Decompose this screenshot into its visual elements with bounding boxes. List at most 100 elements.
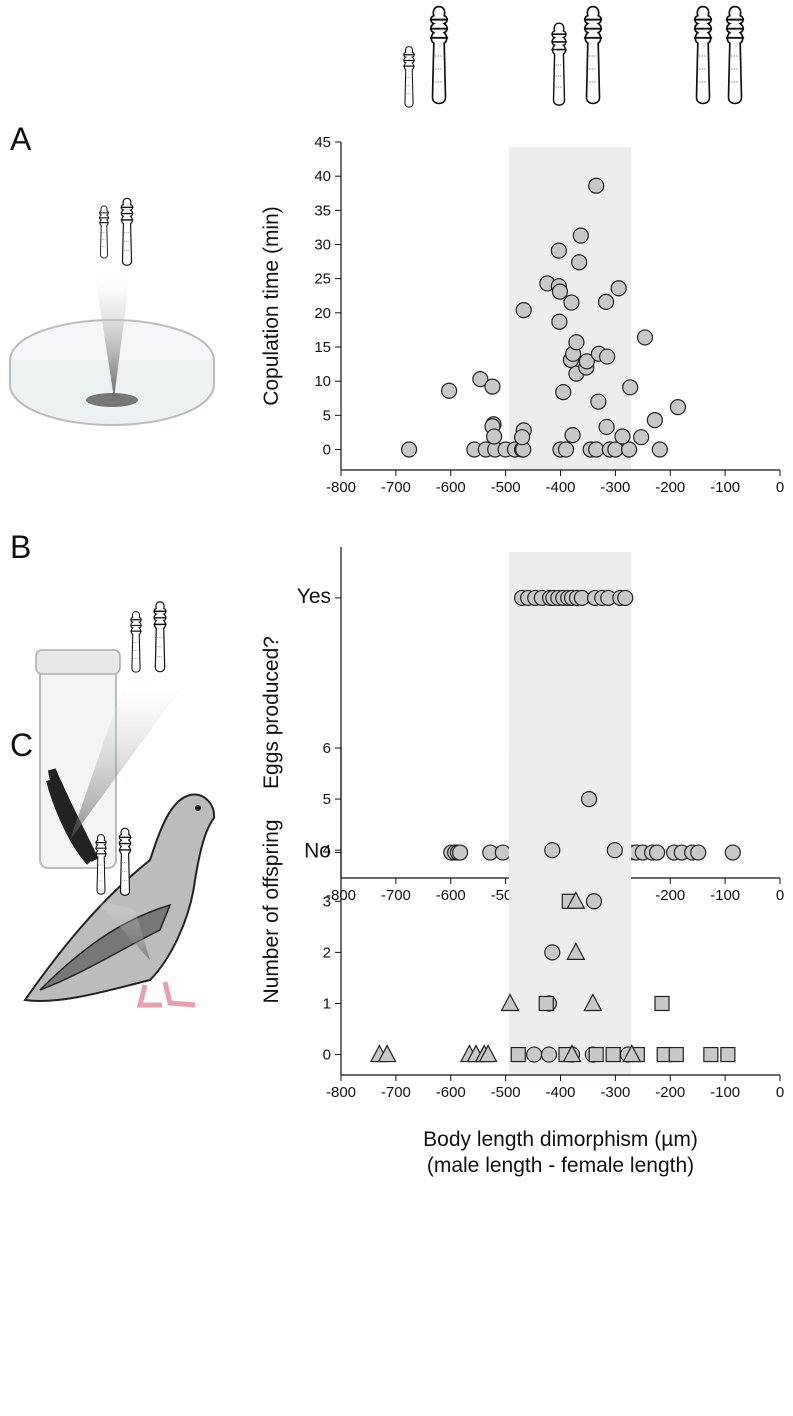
y-tick-label: 0 [323,442,331,459]
louse-icon [582,5,604,105]
y-tick-label: 15 [314,339,331,356]
y-tick-label: 0 [323,1047,331,1064]
panel-label: B [10,529,31,565]
y-tick-label: 5 [323,791,331,808]
louse-icon [428,5,450,105]
light-cone [95,900,150,960]
point [668,1046,684,1063]
y-tick-label: 25 [314,271,331,288]
y-tick-label: No [304,840,331,863]
y-tick-label: 40 [314,168,331,185]
louse-icon [550,22,568,106]
point [646,412,663,429]
point [610,280,627,297]
point [580,790,598,808]
x-tick-label: -700 [381,479,411,496]
x-tick-label: -100 [710,1084,740,1101]
x-tick-label: 0 [776,887,784,904]
x-tick-label: -700 [381,887,411,904]
x-tick-label: -100 [710,887,740,904]
point [578,353,595,370]
y-tick-label: 3 [323,893,331,910]
feather [46,768,99,865]
point [620,441,638,458]
panel-label: C [10,727,33,763]
x-tick-label: -800 [326,1084,356,1101]
point [571,254,588,271]
point [617,589,634,607]
y-tick-label: 6 [323,740,331,757]
x-tick-label: -300 [600,479,630,496]
x-tick-label: -600 [436,479,466,496]
point [494,844,511,861]
pigeon-eye [195,805,201,811]
x-tick-label: -800 [326,479,356,496]
x-tick-label: 0 [776,479,784,496]
point [513,429,531,446]
point [588,1046,604,1063]
point [564,427,581,444]
vial-cap [35,649,121,675]
louse-icon [119,197,135,267]
point [720,1046,736,1063]
point [555,384,572,401]
point [472,371,489,388]
louse-icon [152,601,168,673]
x-tick-label: -200 [655,479,685,496]
point [484,378,501,395]
point [566,942,586,960]
point [583,993,603,1012]
x-axis-title: (male length - female length) [427,1154,694,1177]
x-tick-label: -300 [600,1084,630,1101]
point [526,1046,543,1063]
point [585,893,603,910]
highlight-band [508,753,632,1075]
point [690,844,707,861]
point [724,844,741,861]
x-tick-label: -500 [491,479,521,496]
illustrations [9,5,746,1008]
point [550,242,567,259]
x-tick-label: -500 [491,1084,521,1101]
point [636,329,654,346]
point [605,1046,621,1063]
x-tick-label: -100 [710,479,740,496]
point [572,227,589,244]
point [590,393,607,410]
y-tick-label: Yes [297,585,331,608]
point [599,348,616,365]
point [648,844,666,861]
x-tick-label: -400 [545,479,575,496]
y-axis-title: Eggs produced? [260,636,283,789]
louse-icon [724,5,746,105]
point [486,428,503,445]
point [544,944,561,961]
y-tick-label: 45 [314,134,331,151]
point [563,294,580,311]
y-tick-label: 2 [323,944,331,961]
point [598,418,615,436]
x-tick-label: 0 [776,1084,784,1101]
x-tick-label: -700 [381,1084,411,1101]
point [538,995,554,1012]
louse-icon [98,205,110,259]
point [614,428,631,445]
light-cone [95,275,130,398]
point [544,842,561,859]
point [540,1046,558,1063]
point [588,177,605,194]
louse-icon [692,5,714,105]
y-axis-title: Number of offspring [260,819,283,1003]
point [568,334,585,351]
panel-label: A [10,121,32,157]
point [597,293,615,310]
louse-icon [129,610,143,673]
point [651,441,668,458]
chart: A -800 -700 -600 -500 -400 -300 -200 -100 0 0 5 10 15… [10,121,784,496]
point [566,891,586,909]
y-tick-label: 35 [314,202,331,219]
point [451,844,469,861]
x-tick-label: -200 [655,1084,685,1101]
x-tick-label: -600 [436,1084,466,1101]
